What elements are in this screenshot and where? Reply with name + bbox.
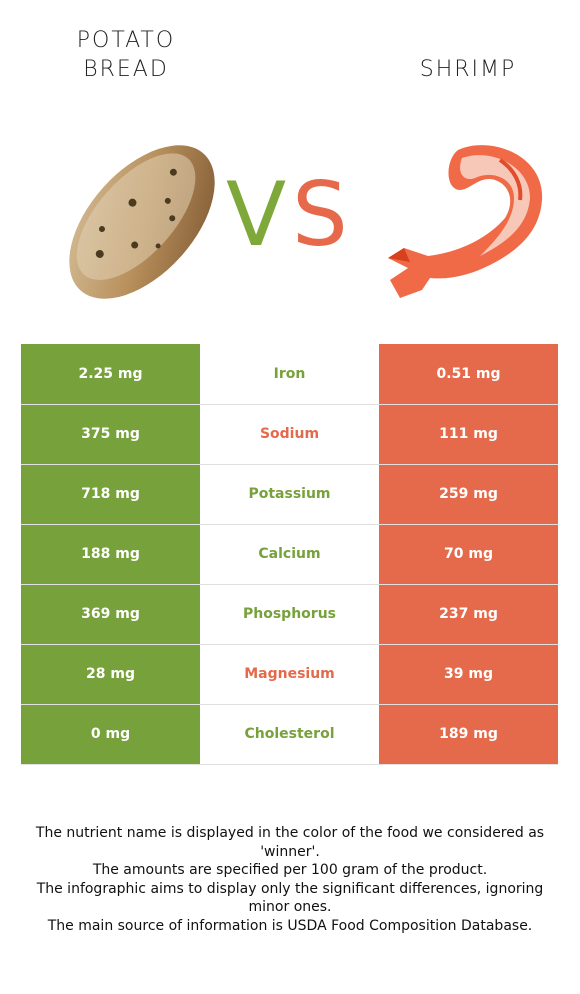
potato-bread-image — [69, 145, 215, 299]
left-value: 2.25 mg — [21, 344, 200, 405]
right-value: 189 mg — [379, 704, 558, 765]
left-food-title-line2: BREAD — [83, 57, 169, 82]
left-food-title: POTATO BREAD — [26, 26, 226, 84]
right-food-title: SHRIMP — [419, 57, 517, 82]
right-value: 237 mg — [379, 584, 558, 645]
table-row: 28 mg Magnesium 39 mg — [21, 644, 558, 705]
left-value: 369 mg — [21, 584, 200, 645]
footer-line-4: The main source of information is USDA F… — [47, 917, 533, 934]
nutrient-name: Iron — [200, 344, 379, 405]
table-row: 375 mg Sodium 111 mg — [21, 404, 558, 465]
nutrient-name: Cholesterol — [200, 704, 379, 765]
vs-letter-s: S — [292, 163, 348, 266]
nutrient-name: Sodium — [200, 404, 379, 465]
table-row: 718 mg Potassium 259 mg — [21, 464, 558, 525]
footer-line-2: The amounts are specified per 100 gram o… — [92, 862, 488, 878]
right-value: 0.51 mg — [379, 344, 558, 405]
left-value: 28 mg — [21, 644, 200, 705]
vs-letter-v: V — [226, 163, 287, 266]
table-row: 0 mg Cholesterol 189 mg — [21, 704, 558, 765]
nutrient-name: Calcium — [200, 524, 379, 585]
footer-notes: The nutrient name is displayed in the co… — [20, 824, 560, 935]
shrimp-image — [388, 145, 543, 298]
left-value: 375 mg — [21, 404, 200, 465]
footer-line-3: The infographic aims to display only the… — [36, 880, 544, 916]
table-row: 188 mg Calcium 70 mg — [21, 524, 558, 585]
right-value: 111 mg — [379, 404, 558, 465]
right-value: 259 mg — [379, 464, 558, 525]
footer-line-1: The nutrient name is displayed in the co… — [35, 825, 545, 860]
nutrient-comparison-table: 2.25 mg Iron 0.51 mg 375 mg Sodium 111 mg 718 … — [21, 344, 558, 765]
left-value: 188 mg — [21, 524, 200, 585]
nutrient-name: Magnesium — [200, 644, 379, 705]
right-value: 70 mg — [379, 524, 558, 585]
left-food-title-line1: POTATO — [76, 28, 176, 53]
nutrient-name: Potassium — [200, 464, 379, 525]
left-value: 718 mg — [21, 464, 200, 525]
table-row: 369 mg Phosphorus 237 mg — [21, 584, 558, 645]
table-row: 2.25 mg Iron 0.51 mg — [21, 344, 558, 405]
right-value: 39 mg — [379, 644, 558, 705]
nutrient-name: Phosphorus — [200, 584, 379, 645]
left-value: 0 mg — [21, 704, 200, 765]
